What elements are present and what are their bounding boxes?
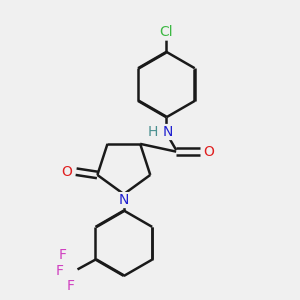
Text: O: O	[61, 165, 72, 179]
Text: O: O	[203, 145, 214, 159]
Text: Cl: Cl	[160, 25, 173, 39]
Text: F: F	[59, 248, 67, 262]
Text: H: H	[147, 125, 158, 139]
Text: F: F	[67, 279, 75, 293]
Text: N: N	[118, 193, 129, 207]
Text: F: F	[56, 264, 64, 278]
Text: N: N	[163, 125, 173, 139]
